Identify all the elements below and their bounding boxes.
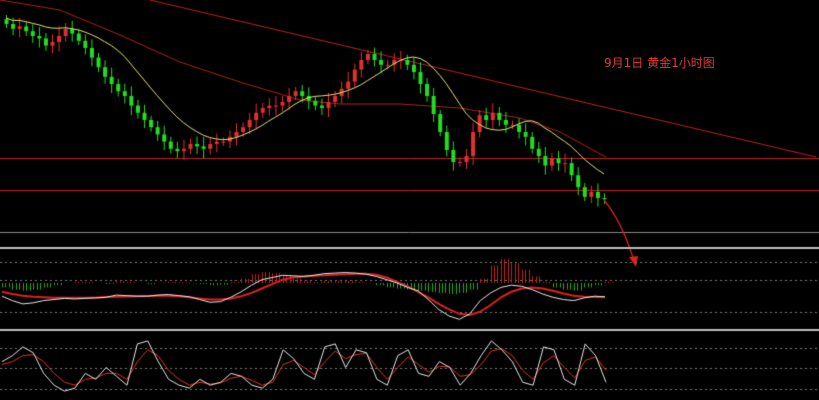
chart-title: 9月1日 黄金1小时图 — [604, 56, 715, 70]
